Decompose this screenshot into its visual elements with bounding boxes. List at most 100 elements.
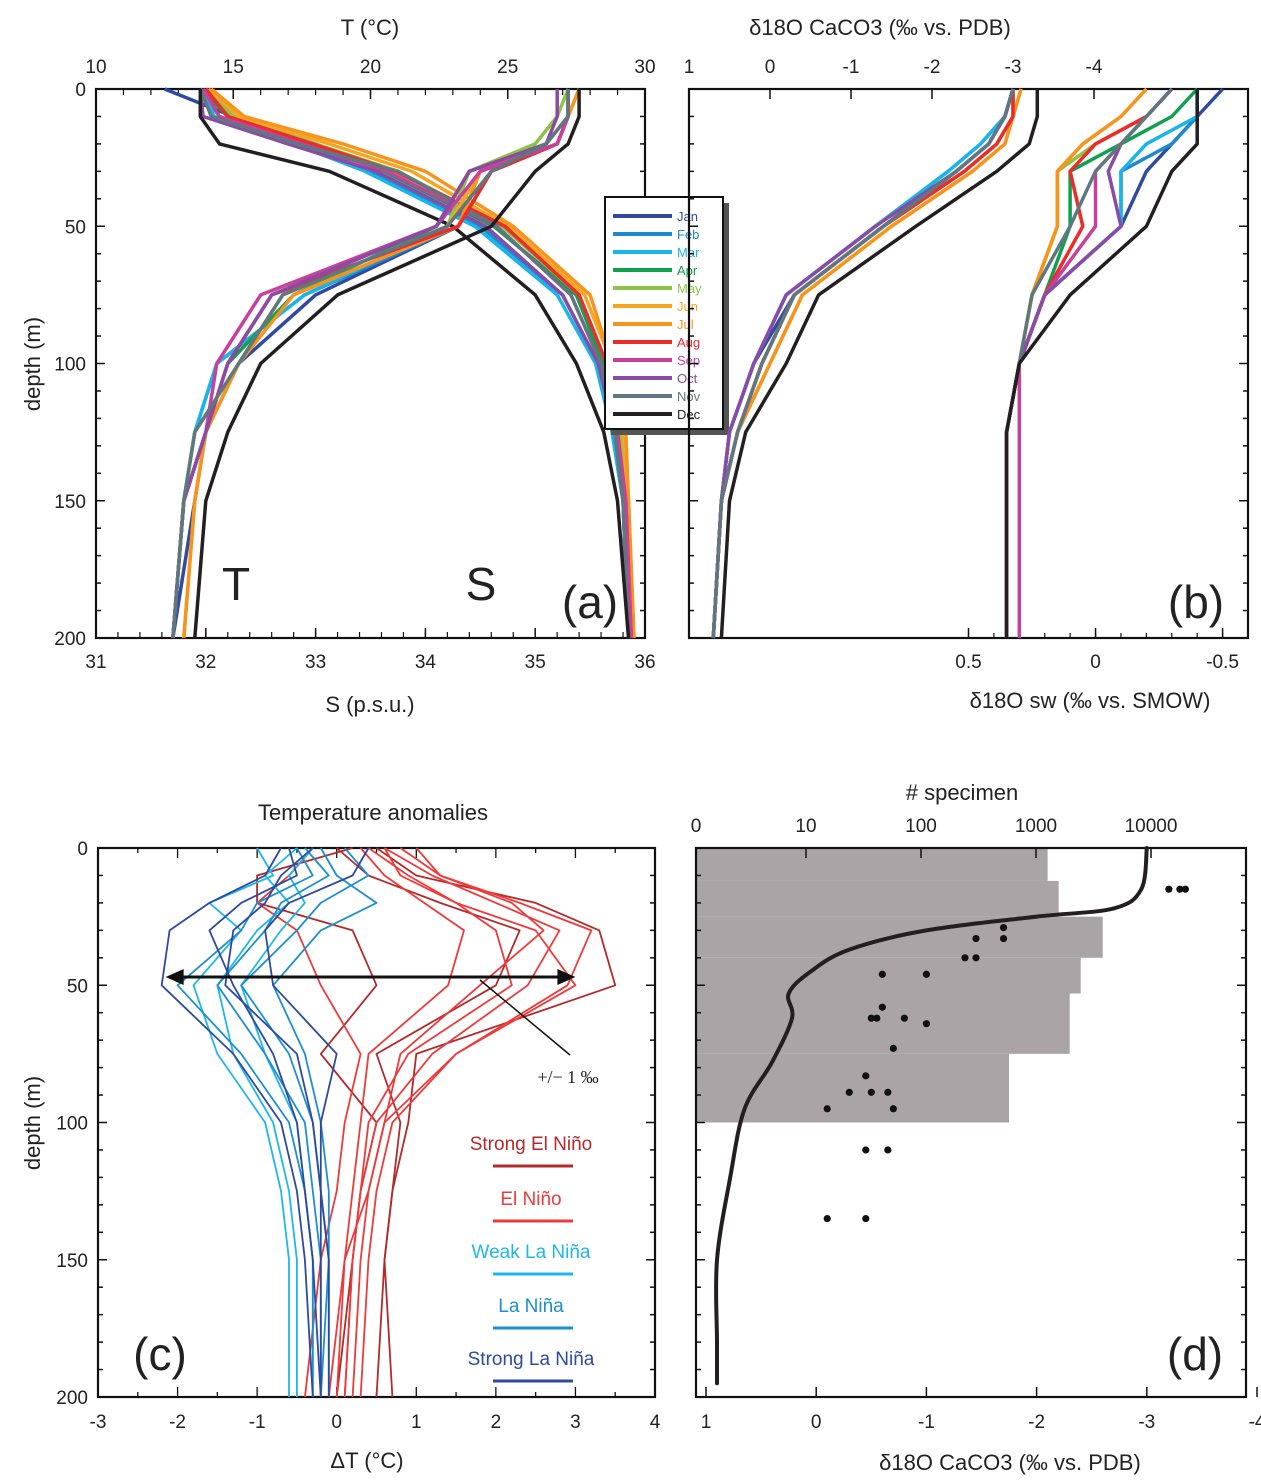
- anomaly-line-18: [208, 847, 322, 1398]
- x-tick-label: 1: [701, 1412, 712, 1433]
- calcite-line-Apr: [711, 89, 1015, 639]
- top-tick-label: -3: [1005, 57, 1022, 78]
- specimen-point-22: [862, 1146, 870, 1154]
- bottom-tick-label: 33: [305, 652, 326, 673]
- y-tick-label: 200: [56, 1388, 88, 1409]
- anomaly-line-20: [264, 847, 370, 1397]
- top-tick-label: 1: [684, 57, 695, 78]
- temperature-line-Jul: [210, 87, 636, 639]
- y-tick-label: 150: [54, 492, 86, 513]
- plot-frame: [687, 87, 1250, 640]
- calcite-line-Dec: [719, 89, 1040, 639]
- x-tick-label: -1: [918, 1412, 935, 1433]
- seawater-line-Feb: [1004, 89, 1199, 638]
- anomaly-line-0: [336, 847, 521, 1398]
- anomaly-line-17: [160, 847, 314, 1398]
- legend-label-1: El Niño: [500, 1189, 561, 1210]
- top-tick-label: 1000: [1015, 816, 1057, 837]
- x-axis-title: δ18O CaCO3 (‰ vs. PDB): [879, 1450, 1141, 1475]
- calcite-line-Jul: [711, 88, 1023, 639]
- panel-label: (c): [133, 1328, 187, 1380]
- specimen-point-24: [823, 1214, 831, 1223]
- x-tick-label: -4: [1249, 1412, 1261, 1433]
- specimen-point-12: [873, 1014, 881, 1022]
- legend-label-Jan: Jan: [677, 209, 698, 224]
- x-tick-label: -3: [1138, 1412, 1155, 1433]
- anomaly-line-6: [359, 847, 593, 1398]
- anomaly-line-16: [216, 847, 330, 1397]
- specimen-point-5: [972, 934, 980, 943]
- top-tick-label: 30: [634, 57, 655, 78]
- histogram-bar-4: [696, 993, 1070, 1054]
- y-axis-title: depth (m): [20, 317, 45, 411]
- temperature-line-Aug: [204, 87, 634, 639]
- top-tick-label: 20: [360, 57, 381, 78]
- x-tick-label: 3: [570, 1412, 581, 1433]
- top-tick-label: 0: [765, 57, 776, 78]
- y-tick-label: 50: [67, 976, 88, 997]
- legend-label-Apr: Apr: [677, 263, 698, 278]
- legend-label-3: La Niña: [498, 1296, 564, 1317]
- temperature-line-Apr: [199, 87, 634, 639]
- x-tick-label: -2: [169, 1412, 186, 1433]
- y-axis-title: depth (m): [20, 1076, 45, 1170]
- histogram-bar-0: [696, 848, 1048, 881]
- seawater-line-Jul: [1004, 87, 1148, 638]
- panel-label: (a): [562, 576, 618, 628]
- specimen-point-14: [922, 1020, 931, 1028]
- anomaly-line-7: [335, 847, 465, 1398]
- panel-label: (d): [1167, 1328, 1223, 1380]
- curve-label-T: T: [222, 558, 250, 610]
- mean-profile-line: [714, 846, 1149, 1386]
- y-tick-label: 200: [54, 629, 86, 650]
- specimen-point-18: [867, 1088, 875, 1096]
- x-tick-label: 0: [811, 1412, 822, 1433]
- x-tick-label: 4: [650, 1412, 661, 1433]
- arrow-head-right: [557, 969, 576, 986]
- anomaly-line-15: [272, 847, 378, 1397]
- x-tick-label: 2: [491, 1412, 502, 1433]
- specimen-point-23: [884, 1146, 892, 1154]
- anomaly-line-10: [192, 847, 290, 1397]
- bottom-tick-label: 36: [634, 652, 655, 673]
- y-tick-label: 0: [77, 839, 88, 860]
- y-tick-label: 150: [56, 1251, 88, 1272]
- x-tick-label: -2: [1028, 1412, 1045, 1433]
- specimen-point-9: [922, 970, 931, 978]
- calcite-line-Aug: [711, 89, 1015, 639]
- salinity-line-Oct: [171, 89, 559, 639]
- bottom-tick-label: 34: [415, 652, 437, 673]
- specimen-point-21: [889, 1105, 897, 1113]
- salinity-line-Nov: [171, 89, 570, 639]
- calcite-line-Mar: [711, 88, 1015, 639]
- specimen-point-15: [889, 1044, 897, 1052]
- specimen-point-25: [862, 1214, 870, 1223]
- seawater-line-Dec: [1004, 89, 1199, 638]
- specimen-point-13: [900, 1014, 908, 1022]
- specimen-point-11: [867, 1014, 875, 1022]
- seawater-line-Apr: [1004, 87, 1199, 638]
- specimen-point-10: [878, 1003, 886, 1011]
- chart-title: Temperature anomalies: [258, 800, 488, 825]
- panel-b: 1 0 -1 -2 -3 -4 0.5 0 -0.5 δ18O CaCO3 (‰ vs. PDB)…: [684, 15, 1250, 713]
- legend-label-Oct: Oct: [677, 371, 698, 386]
- anomaly-line-19: [224, 847, 322, 1397]
- legend-label-0: Strong El Niño: [470, 1134, 593, 1155]
- legend-label-2: Weak La Niña: [472, 1242, 591, 1263]
- legend-label-Jul: Jul: [677, 317, 694, 332]
- calcite-line-Oct: [711, 88, 1015, 639]
- bottom-tick-label: 0.5: [955, 652, 981, 673]
- salinity-line-Dec: [193, 89, 581, 639]
- x-tick-label: -1: [249, 1412, 266, 1433]
- specimen-point-20: [823, 1105, 831, 1113]
- anomaly-line-12: [240, 847, 314, 1397]
- bottom-tick-label: 32: [195, 652, 216, 673]
- y-tick-label: 100: [56, 1114, 88, 1135]
- top-axis-title: T (°C): [341, 15, 400, 40]
- anomaly-line-11: [216, 847, 298, 1397]
- top-tick-label: -4: [1086, 57, 1103, 78]
- specimen-point-19: [884, 1088, 892, 1096]
- histogram-bar-3: [696, 957, 1081, 994]
- arrow-head-left: [165, 969, 184, 986]
